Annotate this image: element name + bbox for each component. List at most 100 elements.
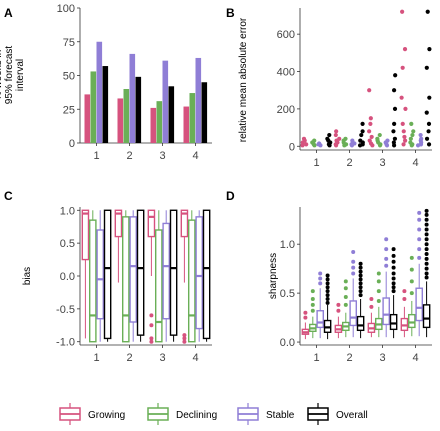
box-stable [129, 216, 138, 323]
bar-overall [135, 76, 142, 143]
legend-item-growing: Growing [59, 403, 125, 425]
outlier-stable [417, 227, 422, 232]
y-axis-title-line: sharpness [268, 253, 279, 299]
point-overall [424, 110, 429, 115]
point-overall [391, 140, 396, 145]
x-tick-label: 1 [313, 352, 319, 364]
y-tick-label: 200 [277, 104, 295, 116]
outlier-stable [417, 237, 422, 242]
panel-a: 0 25 50 75 100 1 2 3 4 % weeks in95% forecastinte… [0, 3, 212, 162]
point-overall [425, 9, 430, 14]
point-overall [360, 121, 365, 126]
point-growing [369, 134, 374, 140]
y-tick-label: 0 [289, 141, 295, 153]
outlier-declining [409, 255, 414, 260]
point-growing [301, 136, 307, 141]
outlier-declining [376, 271, 381, 276]
point-declining [375, 136, 380, 141]
point-growing [399, 95, 404, 100]
point-declining [343, 136, 348, 141]
point-growing [334, 129, 339, 134]
outlier-declining [343, 302, 348, 307]
x-tick-label: 2 [346, 157, 352, 169]
outlier-stable [318, 281, 323, 286]
x-tick-label: 4 [412, 352, 418, 364]
outlier-overall [424, 275, 429, 280]
outlier-overall [391, 289, 396, 294]
box-declining [408, 313, 416, 329]
point-growing [368, 121, 373, 126]
outlier-stable [351, 271, 356, 276]
outlier-declining [343, 286, 348, 291]
point-stable [317, 141, 322, 146]
y-tick-label: 1.0 [60, 205, 75, 217]
x-tick-label: 2 [346, 352, 352, 364]
point-declining [409, 121, 414, 126]
point-overall [325, 136, 330, 141]
outlier-overall [424, 208, 429, 213]
x-tick-label: 3 [159, 352, 165, 364]
outlier-overall [358, 269, 363, 274]
bar-declining [123, 89, 130, 143]
box-overall [356, 315, 365, 332]
bar-stable [162, 60, 169, 143]
outlier-declining [409, 267, 414, 272]
outlier-overall [325, 285, 330, 290]
box-overall [202, 209, 211, 340]
point-growing [367, 138, 372, 143]
x-tick-label: 2 [126, 352, 132, 364]
panel-letter-c: C [4, 189, 13, 203]
point-overall [427, 47, 432, 52]
outlier-growing [402, 297, 407, 301]
bar-stable [129, 53, 136, 143]
outlier-overall [424, 227, 429, 232]
outlier-overall [325, 300, 330, 305]
bar-stable [195, 57, 202, 144]
bar-overall [102, 66, 109, 143]
outlier-overall [424, 222, 429, 227]
y-axis-title-line: relative mean absolute error [238, 17, 249, 142]
x-tick-label: 4 [192, 352, 198, 364]
panel-c: -1.0 -0.5 0.0 0.5 1.0 1 2 3 4 bias [22, 205, 212, 364]
outlier-overall [424, 251, 429, 256]
bar-growing [117, 98, 124, 143]
outlier-overall [325, 277, 330, 282]
point-declining [408, 136, 413, 141]
outlier-overall [391, 271, 396, 276]
point-growing [304, 142, 309, 147]
y-axis-title-line: 95% forecast [4, 46, 15, 105]
outlier-stable [384, 256, 389, 261]
point-overall [360, 129, 365, 134]
outlier-overall [358, 261, 363, 266]
y-tick-label: -1.0 [56, 337, 75, 349]
x-tick-label: 3 [159, 150, 165, 162]
legend-label-overall: Overall [336, 410, 368, 421]
x-tick-label: 4 [192, 150, 198, 162]
outlier-overall [391, 259, 396, 264]
outlier-growing [182, 333, 187, 338]
x-tick-label: 1 [93, 150, 99, 162]
y-axis-title: bias [22, 267, 33, 285]
point-declining [410, 132, 415, 138]
y-tick-label: 400 [277, 67, 295, 79]
bar-declining [90, 71, 97, 143]
outlier-growing [303, 315, 308, 320]
outlier-declining [409, 291, 414, 296]
box-growing [180, 209, 189, 238]
panel-d: 0.0 0.5 1.0 1 2 3 4 sharpness [268, 207, 432, 364]
outlier-declining [376, 279, 381, 284]
x-tick-label: 2 [126, 150, 132, 162]
box-declining [187, 219, 196, 343]
outlier-growing [149, 336, 154, 341]
point-growing [403, 106, 408, 111]
outlier-overall [424, 242, 429, 247]
outlier-growing [182, 339, 187, 344]
outlier-declining [409, 279, 414, 284]
point-overall [327, 132, 332, 138]
box-stable [162, 222, 171, 320]
point-declining [377, 132, 382, 138]
outlier-stable [417, 255, 422, 260]
point-growing [368, 116, 373, 121]
outlier-overall [358, 277, 363, 282]
y-tick-label: 0.0 [60, 271, 75, 283]
